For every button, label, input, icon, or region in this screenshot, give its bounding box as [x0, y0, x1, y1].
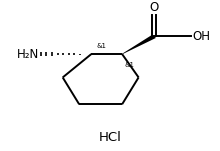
Text: O: O — [149, 1, 159, 14]
Text: H₂N: H₂N — [17, 48, 40, 61]
Polygon shape — [122, 35, 156, 54]
Text: HCl: HCl — [99, 131, 121, 144]
Text: &1: &1 — [97, 43, 107, 49]
Text: &1: &1 — [124, 62, 134, 68]
Text: OH: OH — [192, 30, 211, 43]
